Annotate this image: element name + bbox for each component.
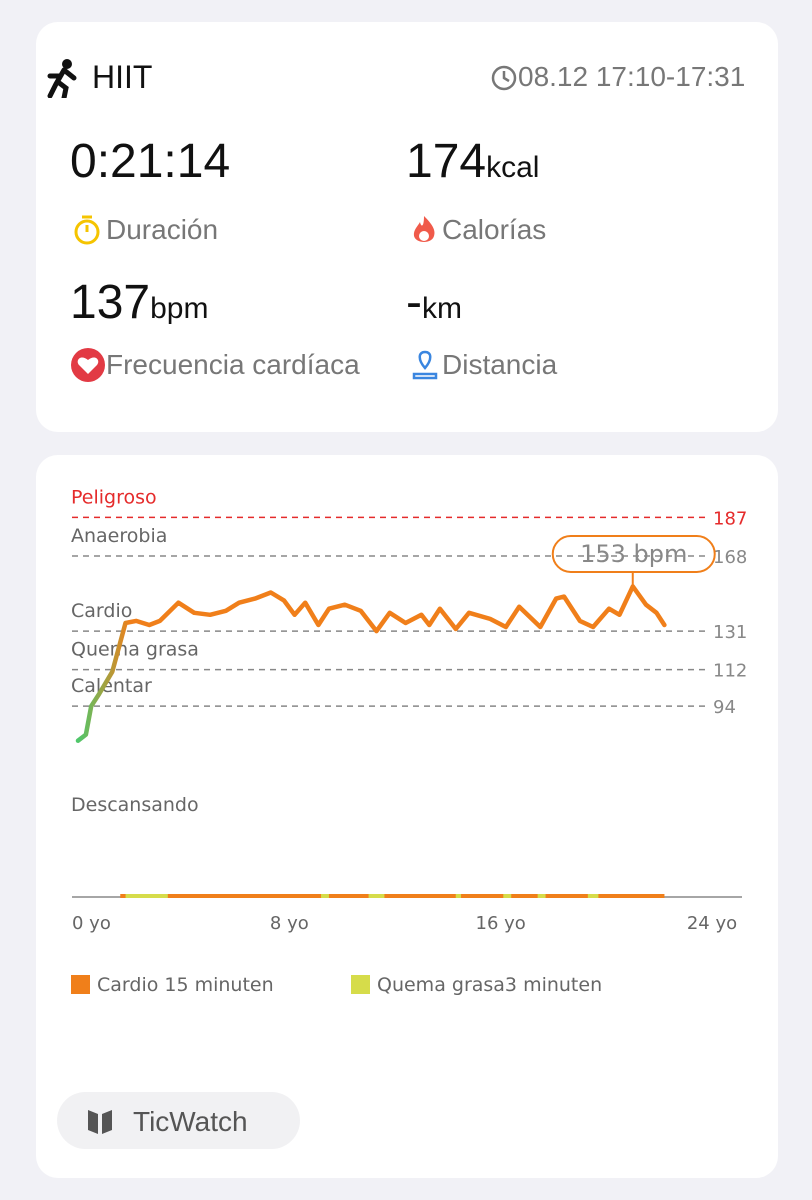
stat-label: Duración xyxy=(106,214,219,245)
unit: km xyxy=(421,292,462,325)
location-icon xyxy=(412,350,438,380)
chart: Peligroso 187 Anaerobia 168 Cardio 131 Quema g… xyxy=(71,486,747,996)
activity: HIIT xyxy=(92,59,153,95)
legend-swatch xyxy=(351,975,370,994)
stat-value: 174kcal xyxy=(406,134,539,189)
stat-label: Distancia xyxy=(442,349,558,380)
flame-icon xyxy=(413,216,435,242)
unit: kcal xyxy=(486,151,540,184)
zone-label: Quema grasa xyxy=(71,639,199,661)
zone-label: Cardio xyxy=(71,600,132,622)
unit: bpm xyxy=(150,292,209,325)
value: 174 xyxy=(406,135,487,188)
stat-label: Calorías xyxy=(442,214,547,245)
x-tick-label: 16 yo xyxy=(476,913,526,934)
legend-swatch xyxy=(71,975,90,994)
zone-value: 94 xyxy=(713,697,736,718)
time: 08.12 17:10-17:31 xyxy=(518,61,746,92)
legend-label: Quema grasa3 minuten xyxy=(377,974,602,996)
x-tick-label: 8 yo xyxy=(270,913,309,934)
value: 137 xyxy=(70,276,151,329)
brand-pill[interactable]: TicWatch xyxy=(57,1092,300,1149)
callout-text: 153 bpm xyxy=(580,540,687,568)
stat-value: -km xyxy=(406,275,462,330)
chart-card xyxy=(36,455,778,1178)
clock-icon xyxy=(491,65,517,91)
zone-strip xyxy=(537,894,546,898)
zone-label: Descansando xyxy=(71,794,199,816)
brand: TicWatch xyxy=(133,1106,248,1137)
x-tick-label: 24 yo xyxy=(687,913,737,934)
stat-label: Frecuencia cardíaca xyxy=(106,349,360,380)
value: - xyxy=(406,276,422,329)
zone-label: Anaerobia xyxy=(71,525,167,547)
summary-card: HIIT 08.12 17:10-17:31 0:21:14 Duración … xyxy=(36,22,778,432)
zone-strip xyxy=(503,894,512,898)
legend-label: Cardio 15 minuten xyxy=(97,974,274,996)
zone-strip xyxy=(321,894,329,898)
zone-value: 168 xyxy=(713,547,747,568)
zone-value: 131 xyxy=(713,622,747,643)
zone-label: Peligroso xyxy=(71,486,157,508)
zone-value: 112 xyxy=(713,661,747,682)
zone-strip xyxy=(120,894,665,898)
zone-strip xyxy=(587,894,599,898)
zone-strip xyxy=(125,894,168,898)
heart-icon xyxy=(71,348,105,382)
stat-value: 0:21:14 xyxy=(70,135,231,188)
run-icon xyxy=(47,59,77,98)
stat-value: 137bpm xyxy=(70,275,208,330)
stopwatch-icon xyxy=(74,215,100,245)
x-tick-label: 0 yo xyxy=(72,913,111,934)
brand-icon xyxy=(88,1110,112,1134)
heart-rate-line xyxy=(75,584,667,743)
callout-box xyxy=(551,535,716,573)
zone-value: 187 xyxy=(713,508,747,529)
zone-strip xyxy=(455,894,462,898)
zone-strip xyxy=(368,894,385,898)
zone-label: Calentar xyxy=(71,675,152,697)
